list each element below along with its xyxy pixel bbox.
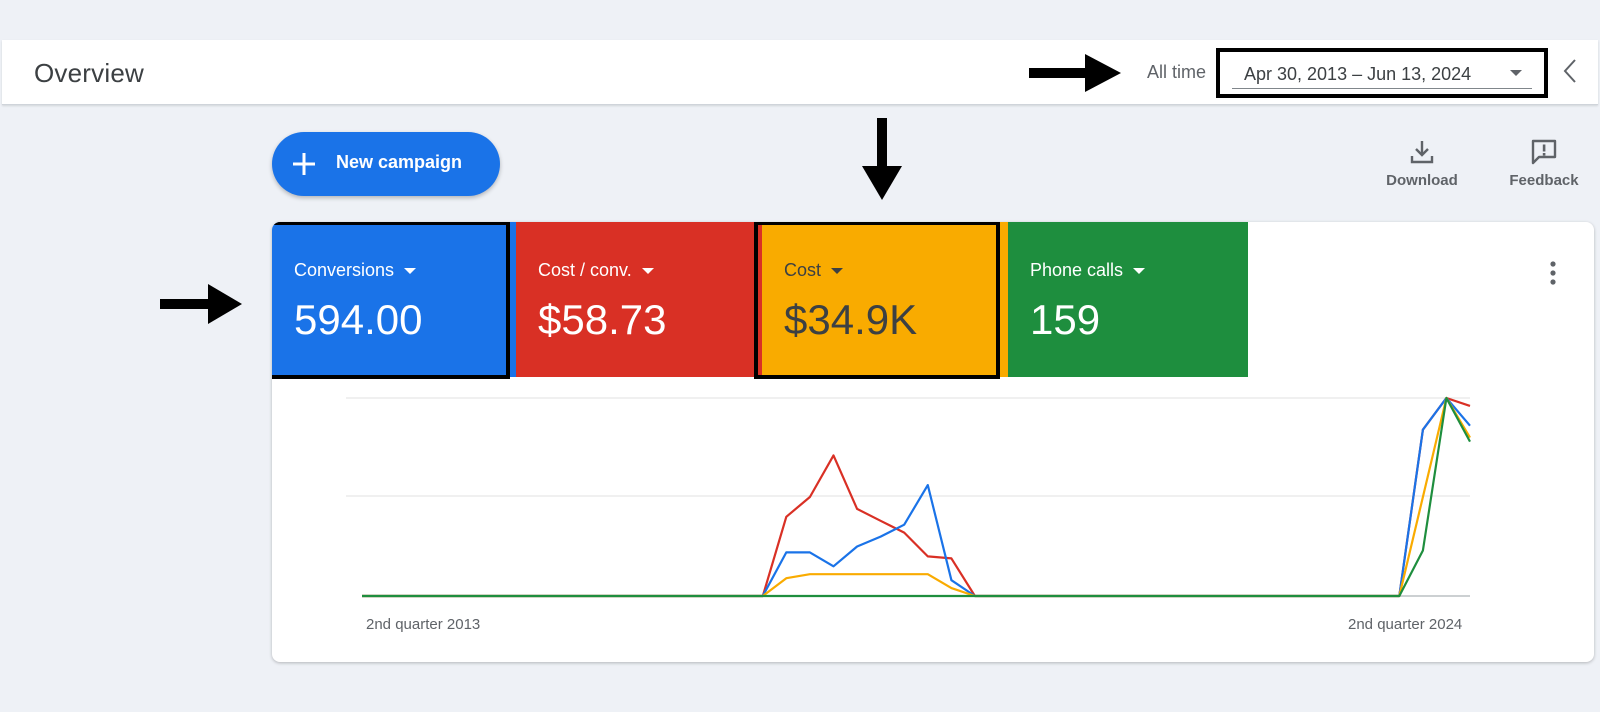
metric-tile-cost-per-conv[interactable]: Cost / conv. $58.73	[516, 222, 762, 377]
header-bar: Overview All time Apr 30, 2013 – Jun 13,…	[2, 40, 1598, 105]
dropdown-caret-icon	[831, 268, 844, 275]
plus-icon	[293, 153, 315, 175]
series-line-phone-calls	[362, 396, 1471, 598]
metric-label-text: Cost	[784, 260, 822, 280]
new-campaign-label: New campaign	[336, 152, 463, 172]
download-button[interactable]: Download	[1372, 138, 1472, 189]
metric-tile-phone-calls[interactable]: Phone calls 159	[1008, 222, 1248, 377]
performance-line-chart	[346, 396, 1471, 598]
new-campaign-button[interactable]: New campaign	[272, 132, 500, 196]
date-range-text: Apr 30, 2013 – Jun 13, 2024	[1244, 64, 1472, 84]
series-line-cost	[362, 396, 1471, 598]
x-tick-label: 2nd quarter 2024	[1348, 616, 1463, 633]
download-label: Download	[1386, 172, 1458, 189]
range-label: All time	[1147, 62, 1207, 82]
metric-value: $58.73	[538, 296, 667, 343]
metric-label-text: Phone calls	[1030, 260, 1124, 280]
annotation-arrow-right-icon	[160, 284, 242, 324]
metric-tile-conversions[interactable]: Conversions 594.00	[272, 222, 516, 377]
dropdown-caret-icon	[641, 268, 654, 275]
metric-value: 159	[1030, 296, 1101, 343]
annotation-arrow-down-icon	[862, 118, 902, 200]
metric-label: Phone calls	[1030, 260, 1146, 281]
date-range-underline	[1232, 88, 1532, 89]
chevron-left-icon[interactable]	[1562, 58, 1578, 84]
metric-value: 594.00	[294, 296, 423, 343]
page-title: Overview	[34, 58, 144, 88]
feedback-label: Feedback	[1509, 172, 1579, 189]
performance-card: Conversions 594.00 Cost / conv. $58.73 C…	[272, 222, 1594, 662]
feedback-icon	[1531, 139, 1557, 165]
metric-label: Conversions	[294, 260, 417, 281]
metric-label-text: Conversions	[294, 260, 395, 280]
more-options-icon[interactable]	[1548, 260, 1558, 286]
metric-label-text: Cost / conv.	[538, 260, 632, 280]
series-line-conversions	[362, 396, 1471, 598]
metric-tile-cost[interactable]: Cost $34.9K	[762, 222, 1008, 377]
dropdown-caret-icon	[1510, 70, 1522, 76]
dropdown-caret-icon	[1133, 268, 1146, 275]
metric-label: Cost	[784, 260, 844, 281]
annotation-arrow-right-icon	[1029, 54, 1121, 92]
x-tick-label: 2nd quarter 2013	[366, 616, 481, 633]
dropdown-caret-icon	[404, 268, 417, 275]
download-icon	[1410, 141, 1434, 164]
date-range-selector[interactable]: Apr 30, 2013 – Jun 13, 2024	[1216, 48, 1548, 98]
metric-label: Cost / conv.	[538, 260, 654, 281]
feedback-button[interactable]: Feedback	[1494, 138, 1594, 189]
series-line-cost-conv	[362, 396, 1471, 598]
metric-value: $34.9K	[784, 296, 918, 343]
